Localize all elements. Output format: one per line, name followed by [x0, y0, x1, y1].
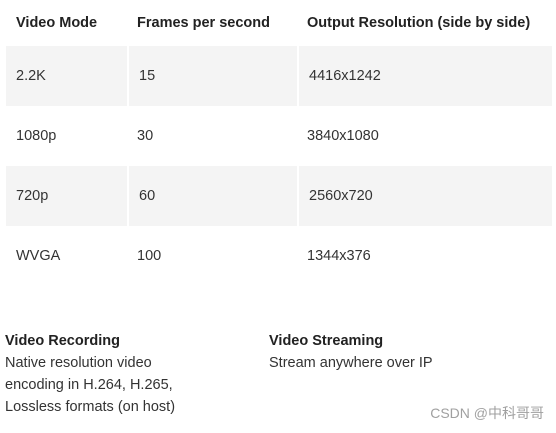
feature-description: Stream anywhere over IP	[269, 352, 539, 374]
cell-video-mode: 720p	[16, 188, 49, 204]
header-frames-per-second: Frames per second	[137, 15, 270, 31]
cell-video-mode: WVGA	[16, 248, 61, 264]
table-header-row: Video Mode Frames per second Output Reso…	[6, 0, 552, 46]
cell-video-mode: 2.2K	[16, 68, 46, 84]
cell-video-mode: 1080p	[16, 128, 57, 144]
feature-desc-line: Native resolution video	[5, 355, 152, 371]
feature-desc-line: encoding in H.264, H.265,	[5, 377, 173, 393]
csdn-watermark: CSDN @中科哥哥	[430, 405, 544, 421]
video-mode-table: Video Mode Frames per second Output Reso…	[6, 0, 552, 286]
cell-fps: 100	[137, 248, 162, 264]
header-output-resolution: Output Resolution (side by side)	[307, 15, 531, 31]
cell-resolution: 3840x1080	[307, 128, 379, 144]
feature-video-recording: Video Recording Native resolution video …	[5, 330, 245, 418]
cell-fps: 60	[127, 166, 297, 226]
feature-desc-line: Lossless formats (on host)	[5, 399, 176, 415]
cell-resolution: 4416x1242	[297, 46, 552, 106]
cell-resolution: 1344x376	[307, 248, 371, 264]
cell-resolution: 2560x720	[297, 166, 552, 226]
feature-video-streaming: Video Streaming Stream anywhere over IP	[269, 330, 539, 374]
cell-fps: 15	[127, 46, 297, 106]
table-row: 1080p 30 3840x1080	[6, 106, 552, 166]
feature-desc-line: Stream anywhere over IP	[269, 355, 433, 371]
table-row: 720p 60 2560x720	[6, 166, 552, 226]
table-row: WVGA 100 1344x376	[6, 226, 552, 286]
feature-title: Video Recording	[5, 333, 120, 349]
feature-title: Video Streaming	[269, 333, 384, 349]
feature-description: Native resolution video encoding in H.26…	[5, 352, 245, 418]
cell-fps: 30	[137, 128, 154, 144]
table-row: 2.2K 15 4416x1242	[6, 46, 552, 106]
header-video-mode: Video Mode	[16, 15, 98, 31]
